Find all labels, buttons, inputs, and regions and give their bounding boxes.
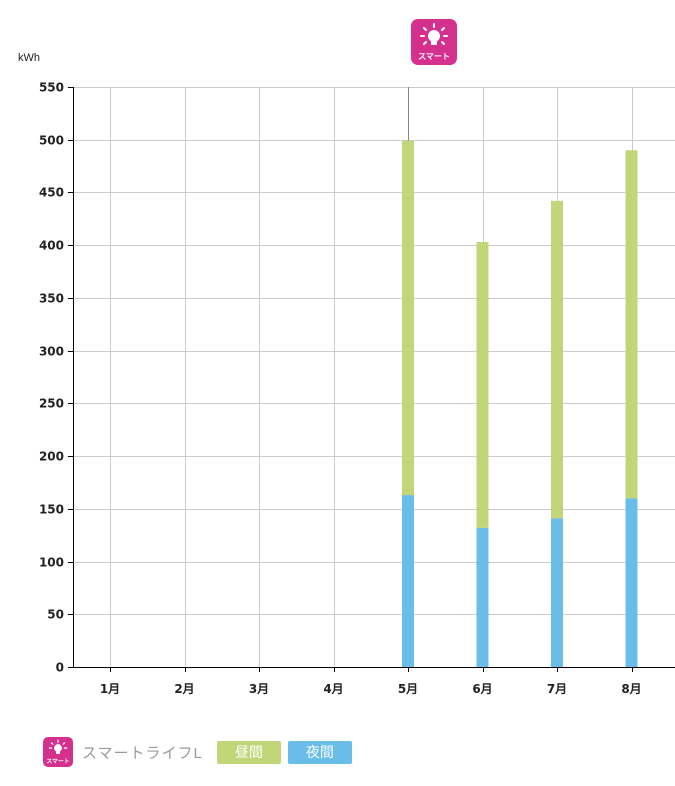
x-tick-label: 5月 [398,682,418,696]
x-tick-label: 6月 [472,682,492,696]
smart-plan-legend-icon: スマート [43,737,73,767]
legend-night: 夜間 [287,740,352,764]
bar-segment [625,498,638,667]
x-tick-label: 2月 [174,682,194,696]
tick-labels: 0 50 100 150 200 250 300 350 400 450 500 550 1月 2月 3月 4… [39,81,642,697]
y-tick-label: 100 [39,556,64,570]
legend: スマート スマートライフL 昼間 夜間 [43,737,352,767]
plan-name: スマートライフL [82,744,203,762]
bar-segment [625,150,638,499]
x-tick-label: 4月 [323,682,343,696]
y-tick-label: 450 [39,186,64,200]
y-axis-unit: kWh [18,52,40,64]
bar-segment [476,527,489,667]
y-tick-label: 550 [39,81,64,95]
bar-segment [551,518,563,667]
smart-plan-icon: スマート [411,19,457,65]
legend-day: 昼間 [216,740,281,764]
y-tick-label: 0 [56,661,64,675]
usage-bar-chart: 0 50 100 150 200 250 300 350 400 450 500 550 1月 2月 3月 4… [39,81,675,697]
bar-segment [476,242,489,528]
light-bulb-icon: スマート [46,739,70,765]
bar-segment [551,200,563,519]
y-tick-label: 200 [39,450,64,464]
y-tick-label: 350 [39,292,64,306]
bar-segment [402,495,414,667]
x-tick-label: 8月 [621,682,641,696]
bars [402,140,638,667]
light-bulb-icon: スマート [418,23,450,61]
x-tick-label: 3月 [249,682,269,696]
y-tick-label: 150 [39,503,64,517]
y-tick-label: 300 [39,345,64,359]
x-tick-label: 1月 [100,682,120,696]
y-tick-label: 250 [39,397,64,411]
axes [68,87,675,672]
y-tick-label: 50 [47,608,64,622]
icon-caption: スマート [418,52,450,61]
grid-lines [73,87,675,668]
y-tick-label: 500 [39,134,64,148]
y-tick-label: 400 [39,239,64,253]
bar-segment [402,140,414,496]
legend-icon-caption: スマート [46,758,69,765]
x-tick-label: 7月 [547,682,567,696]
